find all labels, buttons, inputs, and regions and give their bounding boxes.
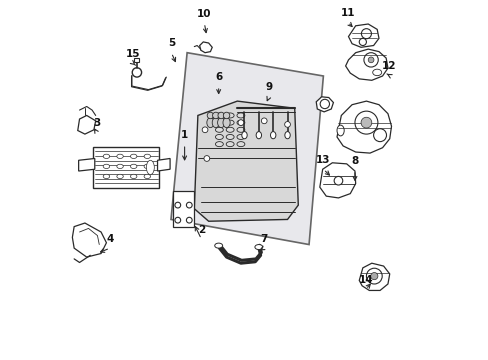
Circle shape <box>373 129 386 141</box>
Text: 6: 6 <box>215 72 222 82</box>
Text: 14: 14 <box>358 275 372 285</box>
Ellipse shape <box>223 118 230 128</box>
Polygon shape <box>319 163 355 198</box>
Ellipse shape <box>206 118 214 128</box>
Ellipse shape <box>226 134 234 139</box>
Circle shape <box>354 111 377 134</box>
Ellipse shape <box>215 120 223 125</box>
Ellipse shape <box>226 113 234 118</box>
Ellipse shape <box>144 154 150 158</box>
Ellipse shape <box>237 141 244 147</box>
Ellipse shape <box>215 113 223 118</box>
Text: 13: 13 <box>316 155 330 165</box>
Ellipse shape <box>238 120 244 126</box>
Ellipse shape <box>237 127 244 132</box>
Polygon shape <box>345 49 387 80</box>
Ellipse shape <box>212 112 219 119</box>
Text: 5: 5 <box>167 39 175 48</box>
Ellipse shape <box>117 164 123 168</box>
Ellipse shape <box>144 164 150 168</box>
Text: 3: 3 <box>93 118 100 129</box>
Text: 15: 15 <box>126 49 140 59</box>
Ellipse shape <box>256 132 261 139</box>
Ellipse shape <box>254 244 262 249</box>
Polygon shape <box>72 223 106 257</box>
Circle shape <box>360 117 371 128</box>
Ellipse shape <box>130 174 137 179</box>
Circle shape <box>366 268 382 284</box>
Ellipse shape <box>217 118 224 128</box>
Text: 11: 11 <box>340 8 354 18</box>
Ellipse shape <box>226 120 234 125</box>
Text: 12: 12 <box>381 61 396 71</box>
Ellipse shape <box>218 112 224 119</box>
Ellipse shape <box>226 141 234 147</box>
Ellipse shape <box>215 141 223 147</box>
Polygon shape <box>194 101 298 221</box>
Text: 2: 2 <box>198 225 204 235</box>
Circle shape <box>367 57 373 63</box>
Ellipse shape <box>144 174 150 179</box>
Ellipse shape <box>215 134 223 139</box>
Polygon shape <box>359 263 389 291</box>
Circle shape <box>359 39 366 45</box>
Ellipse shape <box>117 154 123 158</box>
Ellipse shape <box>237 120 244 125</box>
Ellipse shape <box>202 127 207 133</box>
Ellipse shape <box>130 154 137 158</box>
Polygon shape <box>157 158 170 171</box>
Ellipse shape <box>117 174 123 179</box>
Ellipse shape <box>212 118 219 128</box>
Ellipse shape <box>103 164 109 168</box>
Ellipse shape <box>103 154 109 158</box>
Text: 7: 7 <box>259 234 266 244</box>
Ellipse shape <box>284 122 290 127</box>
Ellipse shape <box>270 132 275 139</box>
Ellipse shape <box>237 113 244 118</box>
Circle shape <box>370 273 377 280</box>
Circle shape <box>333 176 342 185</box>
Polygon shape <box>199 42 212 53</box>
Polygon shape <box>78 116 96 134</box>
Polygon shape <box>348 24 378 47</box>
Bar <box>93 147 159 188</box>
Polygon shape <box>336 101 391 153</box>
Circle shape <box>320 99 329 109</box>
Polygon shape <box>134 58 139 62</box>
Bar <box>172 191 194 226</box>
Circle shape <box>175 202 180 208</box>
Ellipse shape <box>336 125 344 136</box>
Ellipse shape <box>261 118 266 124</box>
Circle shape <box>132 68 142 77</box>
Ellipse shape <box>207 112 213 119</box>
Circle shape <box>363 53 378 67</box>
Circle shape <box>186 202 192 208</box>
Ellipse shape <box>241 132 247 139</box>
Ellipse shape <box>214 243 222 248</box>
Text: 4: 4 <box>106 234 114 244</box>
Text: 8: 8 <box>350 156 358 166</box>
Circle shape <box>175 217 180 223</box>
Text: 1: 1 <box>181 130 188 140</box>
Ellipse shape <box>146 160 154 175</box>
Ellipse shape <box>237 134 244 139</box>
Polygon shape <box>171 53 323 244</box>
Circle shape <box>186 217 192 223</box>
Ellipse shape <box>285 132 290 139</box>
Ellipse shape <box>130 164 137 168</box>
Ellipse shape <box>203 156 209 161</box>
Circle shape <box>361 29 371 39</box>
Ellipse shape <box>223 112 229 119</box>
Ellipse shape <box>103 174 109 179</box>
Text: 10: 10 <box>197 9 211 19</box>
Ellipse shape <box>215 127 223 132</box>
Polygon shape <box>79 158 95 171</box>
Ellipse shape <box>226 127 234 132</box>
Polygon shape <box>316 97 333 112</box>
Ellipse shape <box>372 69 381 76</box>
Text: 9: 9 <box>265 82 272 93</box>
